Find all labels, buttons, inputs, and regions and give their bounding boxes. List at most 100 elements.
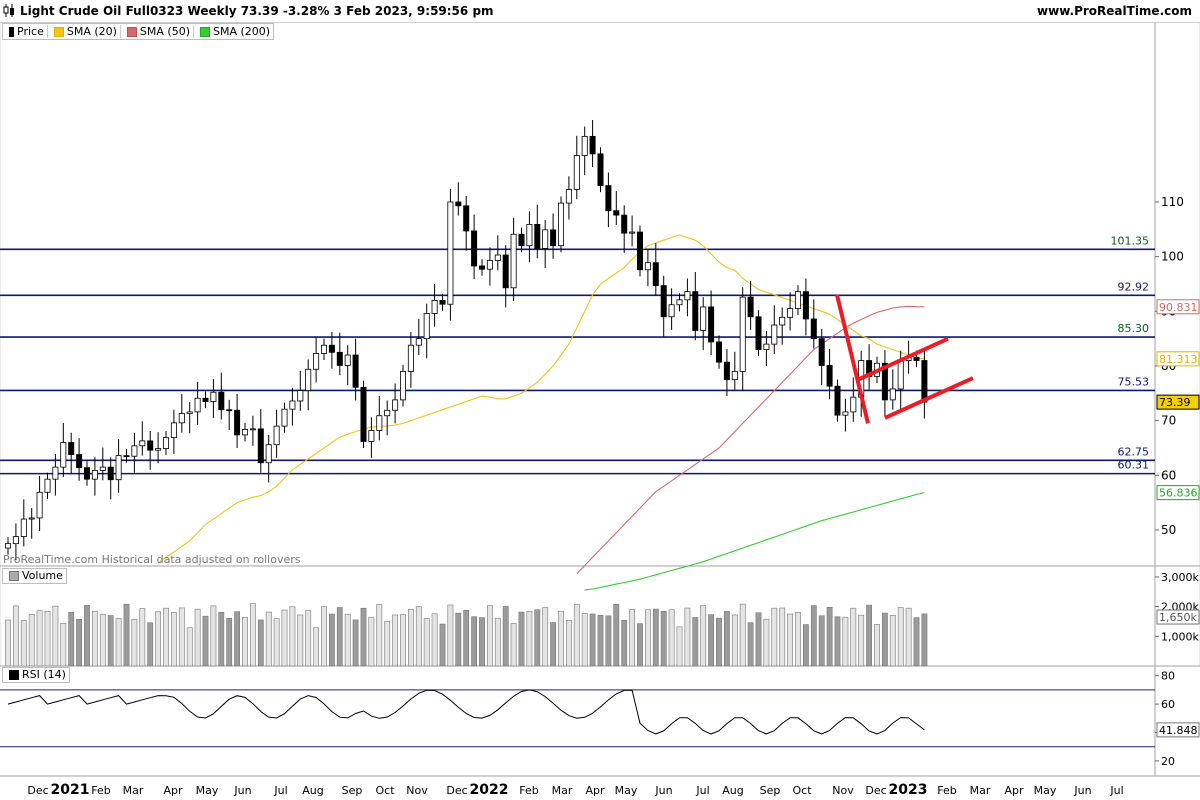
rsi-line (7, 689, 925, 735)
volume-bar (210, 605, 217, 667)
volume-bar (858, 614, 865, 667)
axis-value-tag-label: 81.313 (1159, 353, 1198, 366)
time-axis-label: Sep (342, 784, 363, 797)
volume-bar (171, 612, 177, 667)
time-axis-label: Jun (1073, 784, 1091, 797)
volume-panel-label[interactable]: Volume (2, 568, 67, 584)
candle-body (542, 229, 549, 249)
volume-bar (763, 618, 770, 667)
candle-body (795, 291, 802, 309)
volume-bar (518, 611, 525, 667)
candle-body (850, 396, 857, 413)
candle-body (558, 202, 565, 247)
candle-body (534, 223, 541, 249)
volume-bar (431, 613, 438, 667)
candle-body (155, 448, 162, 451)
level-label: 60.31 (1118, 459, 1150, 472)
volume-bar (155, 611, 161, 667)
candle-body (265, 444, 272, 464)
candle-body (455, 201, 462, 207)
level-label: 75.53 (1118, 375, 1150, 388)
legend-sma20: SMA (20) (66, 25, 117, 38)
candle-body (834, 385, 841, 416)
candle-body (771, 324, 778, 345)
volume-bar (684, 607, 691, 667)
time-axis-label: Dec (27, 784, 48, 797)
rsi-panel-label[interactable]: RSI (14) (2, 667, 70, 683)
time-axis-label: Feb (91, 784, 110, 797)
volume-bar (542, 607, 549, 667)
candle-body (170, 422, 177, 439)
time-axis-label: Jul (695, 784, 709, 797)
price-tick-label: 100 (1161, 250, 1184, 264)
panel-frame (0, 21, 1200, 667)
candle-body (581, 135, 588, 156)
candle-body (281, 408, 288, 427)
volume-bar (605, 615, 612, 667)
candle-body (131, 445, 138, 457)
candle-body (320, 344, 327, 354)
volume-bar (336, 607, 343, 667)
time-axis-label: 2022 (470, 782, 509, 798)
time-axis-label: May (196, 784, 219, 797)
price-tick-label: 110 (1161, 195, 1184, 209)
price-legend[interactable]: Price SMA (20) SMA (50) SMA (200) (2, 23, 275, 40)
volume-bar (723, 611, 730, 667)
volume-bar (131, 619, 138, 667)
time-axis-label: Feb (937, 784, 956, 797)
volume-bar (660, 610, 667, 667)
volume-bar (5, 619, 11, 667)
volume-bar (850, 607, 857, 667)
candle-body (107, 466, 114, 481)
candle-body (668, 304, 675, 318)
volume-bar (479, 617, 485, 667)
volume-bar (842, 616, 849, 667)
candle-body (392, 399, 399, 411)
volume-bar (407, 608, 414, 667)
candle-body (226, 409, 233, 412)
time-axis-label: Oct (792, 784, 812, 797)
volume-bar (795, 612, 801, 667)
candle-body (526, 223, 533, 247)
time-axis-label: Mar (123, 784, 144, 797)
rsi-tick-label: 80 (1161, 670, 1175, 683)
volume-bar (866, 604, 872, 667)
level-label: 92.92 (1118, 280, 1150, 293)
volume-bar (802, 624, 809, 667)
volume-bar (510, 623, 517, 667)
candle-body (289, 400, 296, 410)
volume-bar (415, 606, 422, 667)
volume-bar (534, 609, 541, 667)
time-axis-label: Jun (233, 784, 251, 797)
candle-body (897, 360, 904, 390)
candle-body (249, 428, 256, 431)
volume-last-label: 1,650k (1159, 611, 1197, 624)
candle-body (565, 189, 572, 204)
candle-body (431, 299, 438, 314)
candle-body (115, 455, 122, 481)
time-axis-label: Aug (302, 784, 323, 797)
site-label[interactable]: www.ProRealTime.com (1037, 4, 1192, 18)
volume-bar (368, 616, 375, 667)
volume-bar (810, 605, 817, 667)
candle-body (629, 231, 636, 234)
candle-body (700, 306, 707, 331)
candle-body (502, 254, 509, 289)
sma200-swatch-icon (200, 26, 210, 37)
volume-bar (439, 623, 446, 667)
legend-sma200: SMA (200) (213, 25, 271, 38)
sma200-line (584, 492, 925, 591)
legend-sma50: SMA (50) (139, 25, 190, 38)
volume-tick-label: 1,000k (1161, 630, 1199, 643)
trendline-channel-lower (884, 376, 974, 420)
axis-value-tag (1156, 299, 1200, 315)
sma20-line (157, 234, 925, 564)
axis-value-tag (1156, 394, 1200, 410)
data-source-note: ProRealTime.com Historical data adjusted… (3, 553, 301, 566)
volume-bar (107, 615, 114, 667)
rsi-last-tag (1156, 722, 1200, 738)
volume-bar (526, 611, 533, 667)
candle-body (652, 262, 659, 287)
volume-bar (652, 608, 659, 667)
